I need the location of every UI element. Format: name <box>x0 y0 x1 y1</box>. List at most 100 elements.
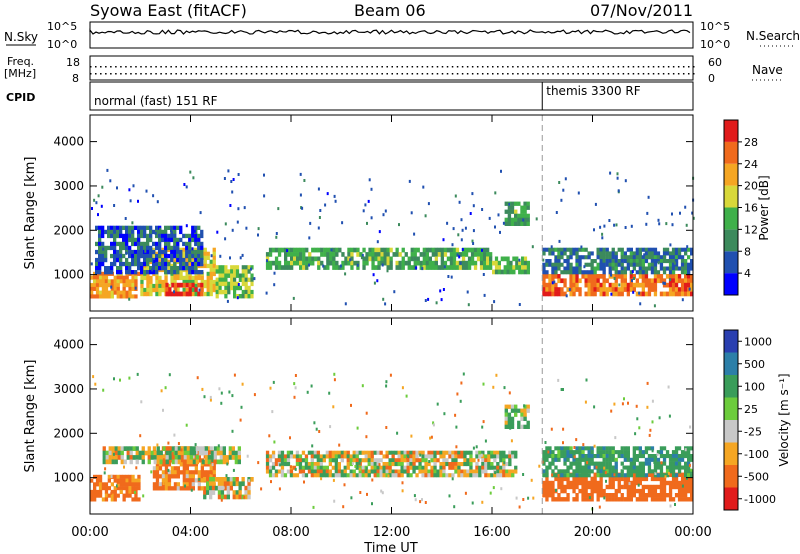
nave-dot <box>552 73 554 75</box>
colorbar-tick-label: -25 <box>744 425 762 438</box>
freq-dot <box>446 66 449 68</box>
colorbar-swatch <box>724 120 738 142</box>
freq-dot <box>311 66 313 68</box>
power-ylabel: Slant Range [km] <box>23 157 38 270</box>
colorbar-swatch <box>724 273 738 295</box>
freq-dot <box>140 66 142 68</box>
colorbar-swatch <box>724 465 738 488</box>
nave-dot <box>492 73 494 75</box>
nave-dot <box>607 73 610 75</box>
colorbar-swatch <box>724 207 738 230</box>
nave-dot <box>426 73 429 75</box>
velocity-yticks: 1000 2000 3000 4000 <box>53 338 693 485</box>
x-tick-label: 12:00 <box>373 525 410 540</box>
colorbar-tick-label: 4 <box>744 267 751 280</box>
y-tick-label: 3000 <box>53 382 84 396</box>
freq-tick-bottom: 8 <box>72 72 79 85</box>
nave-dot <box>210 73 213 75</box>
freq-dot <box>95 66 97 68</box>
freq-dot <box>175 66 177 68</box>
nave-dot <box>115 73 117 75</box>
nave-dot <box>225 73 228 75</box>
nsky-strip: N.Sky 10^5 10^0 10^5 10^0 N.Search <box>4 20 800 51</box>
power-region-2 <box>165 282 204 297</box>
nave-dot <box>416 73 419 75</box>
nave-dot <box>366 73 368 75</box>
freq-dot <box>637 66 640 68</box>
freq-dot <box>436 66 439 68</box>
freq-dot <box>476 66 479 68</box>
freq-dot <box>306 66 308 68</box>
colorbar-tick-label: 8 <box>744 245 751 258</box>
nave-dot <box>336 73 338 75</box>
velocity-region-3 <box>203 477 254 500</box>
nave-dot <box>386 73 388 75</box>
velocity-scatter <box>91 372 693 511</box>
freq-label-1: Freq. <box>7 55 34 68</box>
nave-dot <box>270 73 273 75</box>
freq-dot <box>642 66 645 68</box>
nave-dot <box>597 73 600 75</box>
colorbar-swatch <box>724 487 738 510</box>
freq-dot <box>255 66 258 68</box>
y-tick-label: 4000 <box>53 338 84 352</box>
freq-dot <box>391 66 393 68</box>
freq-dot <box>632 66 635 68</box>
freq-dot <box>270 66 273 68</box>
freq-dot <box>250 66 253 68</box>
nave-dot <box>275 73 278 75</box>
colorbar-swatch <box>724 251 738 274</box>
freq-dot <box>331 66 333 68</box>
freq-dot <box>341 66 343 68</box>
nave-dot <box>456 73 459 75</box>
freq-dot <box>451 66 454 68</box>
freq-dot <box>416 66 419 68</box>
colorbar-tick-label: 500 <box>744 358 765 371</box>
nave-dot <box>481 73 484 75</box>
freq-dot <box>552 66 554 68</box>
nave-dot <box>311 73 313 75</box>
velocity-ylabel: Slant Range [km] <box>23 360 38 473</box>
freq-trace <box>90 66 695 75</box>
nave-dot <box>220 73 223 75</box>
nave-dot <box>120 73 122 75</box>
nave-tick-top: 60 <box>708 56 722 69</box>
x-axis-label: Time UT <box>363 541 417 554</box>
colorbar-swatch <box>724 141 738 164</box>
freq-dot <box>150 66 152 68</box>
freq-dot <box>597 66 600 68</box>
freq-dot <box>421 66 424 68</box>
nave-dot <box>296 73 298 75</box>
power-scatter <box>90 168 695 308</box>
freq-dot <box>90 66 92 68</box>
nave-dot <box>627 73 630 75</box>
freq-dot <box>441 66 444 68</box>
nave-dot <box>250 73 253 75</box>
colorbar-tick-label: 20 <box>744 180 758 193</box>
nave-dot <box>451 73 454 75</box>
velocity-heatmap <box>90 318 694 514</box>
freq-dot <box>371 66 373 68</box>
colorbar-tick-label: 25 <box>744 403 758 416</box>
power-region-5 <box>265 247 493 270</box>
power-panel: Slant Range [km] 1000 2000 3000 4000 <box>23 114 695 312</box>
nsky-tick-bottom: 10^0 <box>47 38 77 51</box>
freq-dot <box>622 66 625 68</box>
freq-dot <box>265 66 268 68</box>
nave-dot <box>461 73 464 75</box>
colorbar-tick-label: 16 <box>744 202 758 215</box>
freq-label-2: [MHz] <box>4 67 36 80</box>
freq-dot <box>205 66 208 68</box>
nave-dot <box>150 73 152 75</box>
freq-dot <box>507 66 509 68</box>
nave-dot <box>657 73 660 75</box>
freq-dot <box>301 66 303 68</box>
freq-dot <box>411 66 414 68</box>
nave-dot <box>567 73 569 75</box>
freq-dot <box>275 66 278 68</box>
nave-dot <box>145 73 147 75</box>
nave-dot <box>396 73 399 75</box>
nave-dot <box>632 73 635 75</box>
colorbar-swatch <box>724 163 738 186</box>
nave-dot <box>376 73 378 75</box>
